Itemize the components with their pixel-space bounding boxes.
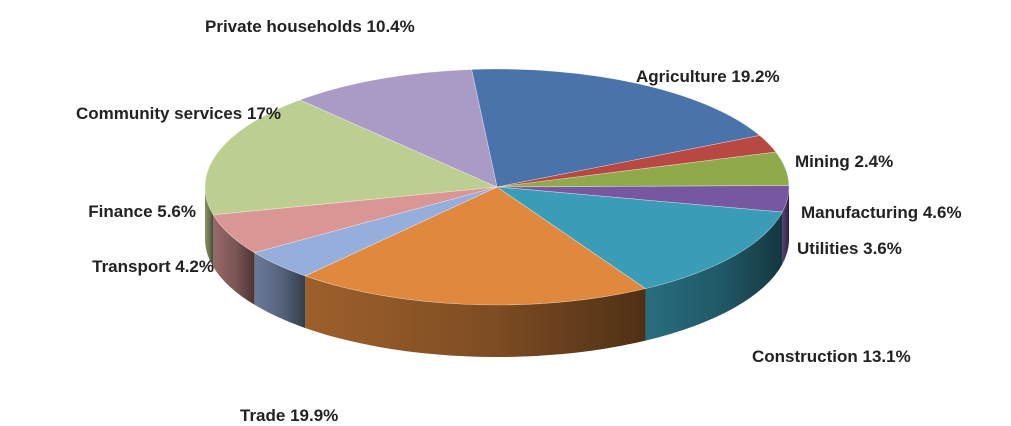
pie-side-community-services (205, 187, 214, 267)
pie-slice-agriculture (471, 68, 761, 188)
pie-side-trade (305, 275, 646, 358)
slice-label-community-services: Community services 17% (76, 104, 281, 123)
pie-slice-trade (304, 186, 647, 306)
slice-label-transport: Transport 4.2% (92, 257, 214, 276)
slice-label-mining: Mining 2.4% (795, 152, 893, 171)
slice-label-private-households: Private households 10.4% (205, 17, 415, 36)
slice-label-trade: Trade 19.9% (240, 406, 338, 425)
slice-label-manufacturing: Manufacturing 4.6% (801, 203, 962, 222)
slice-label-utilities: Utilities 3.6% (797, 239, 902, 258)
slice-label-agriculture: Agriculture 19.2% (636, 67, 780, 86)
pie-top-faces (204, 68, 790, 306)
pie-slice-community-services (204, 99, 499, 216)
pie-slice-construction (495, 186, 783, 289)
pie-side-walls (205, 187, 789, 358)
pie-side-construction (645, 212, 783, 341)
pie-slice-private-households (299, 69, 498, 188)
pie-side-finance (213, 214, 255, 305)
slice-label-finance: Finance 5.6% (88, 202, 196, 221)
pie-side-utilities (782, 187, 789, 265)
pie-labels: Agriculture 19.2% Mining 2.4% Manufacturin… (76, 17, 962, 425)
slice-label-construction: Construction 13.1% (752, 347, 911, 366)
